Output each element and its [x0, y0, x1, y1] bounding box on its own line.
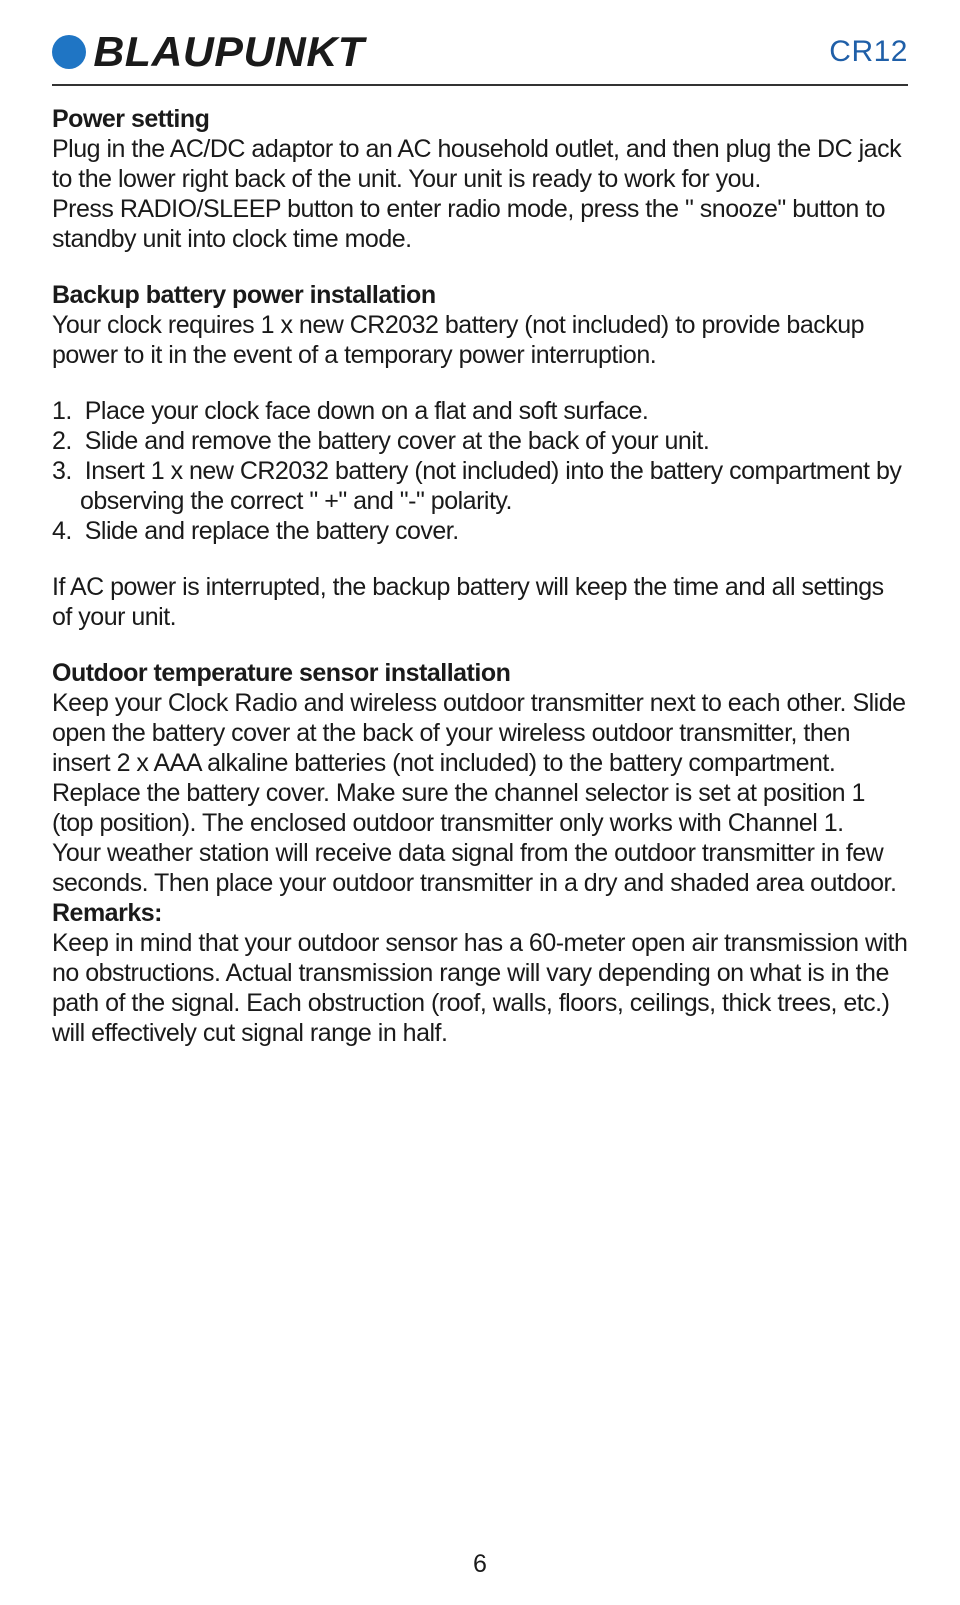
- header-rule: [52, 84, 908, 86]
- backup-intro: Your clock requires 1 x new CR2032 batte…: [52, 311, 864, 369]
- backup-step-text: Place your clock face down on a flat and…: [85, 397, 649, 425]
- backup-after: If AC power is interrupted, the backup b…: [52, 572, 908, 632]
- backup-title: Backup battery power installation: [52, 281, 436, 309]
- brand-dot-icon: [52, 35, 86, 69]
- brand-wordmark: BLAUPUNKT: [93, 28, 364, 76]
- model-number: CR12: [829, 35, 908, 69]
- remarks-body: Keep in mind that your outdoor sensor ha…: [52, 929, 907, 1047]
- backup-step: 1. Place your clock face down on a flat …: [80, 396, 908, 426]
- power-body: Plug in the AC/DC adaptor to an AC house…: [52, 135, 901, 253]
- backup-steps-list: 1. Place your clock face down on a flat …: [52, 396, 908, 546]
- section-outdoor: Outdoor temperature sensor installation …: [52, 658, 908, 898]
- power-title: Power setting: [52, 105, 209, 133]
- page-content: Power setting Plug in the AC/DC adaptor …: [52, 104, 908, 1048]
- backup-step: 4. Slide and replace the battery cover.: [80, 516, 908, 546]
- section-power: Power setting Plug in the AC/DC adaptor …: [52, 104, 908, 254]
- backup-step: 3. Insert 1 x new CR2032 battery (not in…: [80, 456, 908, 516]
- backup-step-text: Insert 1 x new CR2032 battery (not inclu…: [80, 457, 901, 515]
- brand-logo: BLAUPUNKT: [52, 28, 362, 76]
- page-header: BLAUPUNKT CR12: [52, 28, 908, 76]
- section-remarks: Remarks: Keep in mind that your outdoor …: [52, 898, 908, 1048]
- remarks-title: Remarks:: [52, 899, 162, 927]
- backup-step-text: Slide and remove the battery cover at th…: [85, 427, 710, 455]
- manual-page: BLAUPUNKT CR12 Power setting Plug in the…: [0, 0, 960, 1605]
- page-number: 6: [0, 1550, 960, 1579]
- section-backup-intro: Backup battery power installation Your c…: [52, 280, 908, 370]
- backup-step: 2. Slide and remove the battery cover at…: [80, 426, 908, 456]
- backup-step-text: Slide and replace the battery cover.: [85, 517, 459, 545]
- outdoor-body: Keep your Clock Radio and wireless outdo…: [52, 689, 906, 897]
- outdoor-title: Outdoor temperature sensor installation: [52, 659, 510, 687]
